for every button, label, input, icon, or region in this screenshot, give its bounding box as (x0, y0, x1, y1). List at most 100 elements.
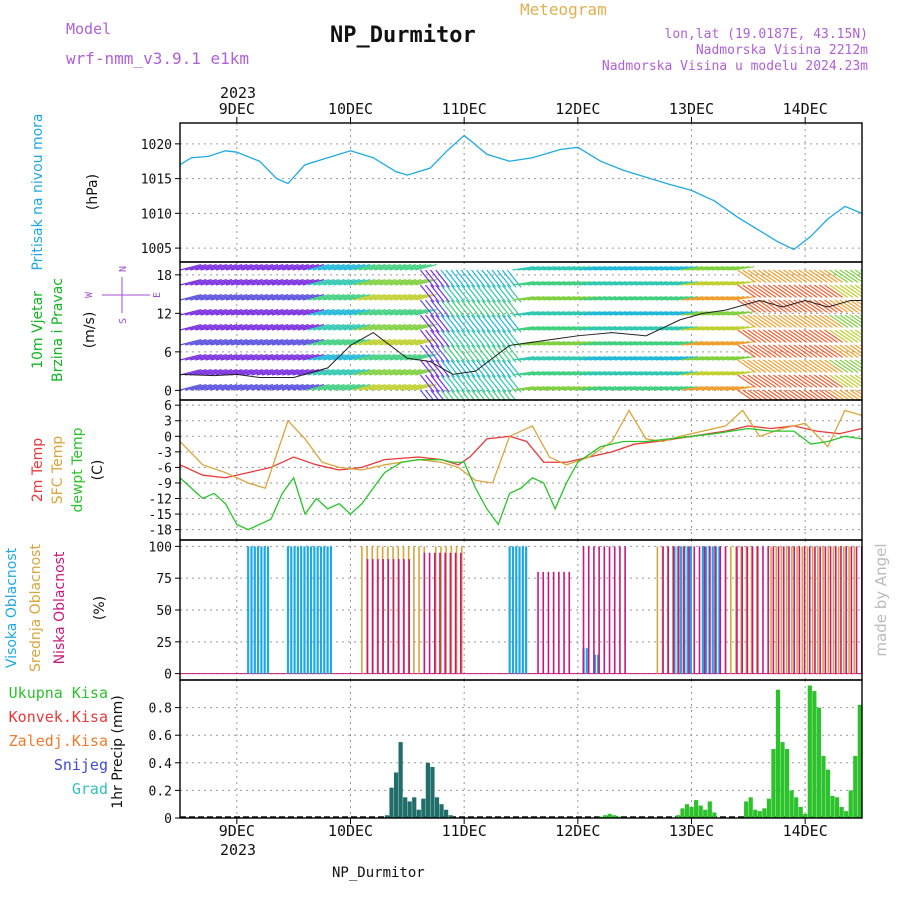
wind-flag (419, 269, 435, 288)
wind-flag (190, 263, 212, 271)
wind-flag (419, 314, 435, 333)
wind-flag (696, 296, 719, 301)
wind-flag (522, 326, 545, 331)
precip-legend-2: Zaledj.Kisa (9, 732, 108, 750)
wind-flag (543, 281, 566, 286)
precip-bar-ukupna-kisa (848, 790, 853, 818)
y-tick-label: 6 (164, 399, 172, 414)
wind-flag (701, 311, 724, 316)
wind-flag (302, 278, 325, 286)
precip-legend-0: Ukupna Kisa (9, 684, 108, 702)
wind-flag (353, 338, 376, 346)
precip-bar-snijeg (398, 742, 403, 818)
wind-flag (737, 299, 757, 313)
precip-bar-snijeg (384, 815, 390, 818)
wind-flag (476, 314, 491, 333)
wind-flag (220, 278, 243, 286)
wind-flag (834, 269, 854, 283)
wind-flag (701, 356, 724, 361)
wind-flag (379, 383, 401, 391)
wind-flag (808, 314, 828, 328)
wind-flag (323, 263, 345, 271)
temp-title-0: 2m Temp (30, 438, 46, 502)
wind-flag (783, 284, 803, 298)
wind-flag (665, 386, 688, 391)
wind-flag (854, 359, 862, 366)
wind-flag (297, 368, 320, 376)
pressure-axis-title: Pritisak na nivou mora (30, 113, 46, 270)
wind-flag (517, 386, 540, 391)
wind-flag (307, 338, 330, 346)
wind-flag (681, 326, 704, 331)
wind-flag (609, 356, 632, 361)
wind-flag (716, 386, 739, 391)
wind-flag (297, 308, 320, 316)
wind-flag (328, 308, 350, 316)
wind-flag (251, 293, 274, 301)
wind-flag (307, 278, 330, 286)
wind-flag (210, 353, 233, 361)
wind-flag (527, 341, 550, 346)
wind-flag (747, 329, 767, 343)
precip-bar-ukupna-kisa (675, 815, 681, 818)
wind-flag (512, 326, 535, 331)
wind-flag (210, 263, 233, 271)
wind-flag (742, 374, 762, 388)
wind-flag (369, 278, 391, 286)
wind-flag (425, 329, 440, 348)
wind-flag (358, 383, 381, 391)
wind-flag (184, 353, 207, 361)
wind-flag (655, 371, 678, 376)
wind-flag (476, 269, 491, 288)
wind-flag (369, 383, 391, 391)
wind-flag (195, 308, 217, 316)
wind-flag (287, 323, 309, 331)
wind-flag (747, 374, 767, 388)
wind-flag (711, 371, 734, 376)
wind-flag (630, 341, 652, 346)
wind-flag (522, 311, 545, 316)
precip-bar-ukupna-kisa (771, 749, 776, 818)
wind-flag (481, 359, 496, 378)
wind-flag (205, 293, 228, 301)
wind-flag (522, 266, 545, 271)
wind-flag (430, 284, 445, 303)
wind-flag (297, 278, 320, 286)
wind-flag (455, 299, 471, 318)
wind-flag (645, 341, 668, 346)
wind-flag (517, 311, 540, 316)
wind-flag (277, 368, 299, 376)
wind-flag (650, 356, 673, 361)
wind-flag (215, 323, 238, 331)
wind-flag (277, 383, 299, 391)
wind-flag (543, 266, 566, 271)
wind-flag (225, 368, 248, 376)
wind-flag (548, 371, 571, 376)
wind-flag (834, 329, 854, 343)
wind-flag (640, 356, 663, 361)
wind-flag (210, 323, 233, 331)
wind-flag (328, 278, 350, 286)
wind-flag (399, 293, 422, 301)
wind-flag (374, 308, 396, 316)
precip-bar-ukupna-kisa (698, 805, 703, 818)
wind-flag (537, 266, 560, 271)
wind-flag (338, 383, 361, 391)
wind-flag (404, 323, 427, 331)
wind-flag (455, 389, 465, 400)
wind-flag (190, 308, 212, 316)
wind-flag (686, 311, 709, 316)
wind-flag (205, 383, 228, 391)
wind-flag (312, 293, 335, 301)
precip-bar-ukupna-kisa (794, 797, 799, 818)
wind-flag (716, 341, 739, 346)
wind-flag (722, 371, 745, 376)
top-day-label: 10DEC (328, 100, 373, 118)
wind-flag (312, 308, 335, 316)
wind-flag (517, 266, 540, 271)
wind-flag (333, 383, 355, 391)
wind-flag (333, 278, 355, 286)
wind-flag (773, 314, 792, 328)
wind-flag (594, 341, 617, 346)
wind-flag (445, 344, 461, 363)
